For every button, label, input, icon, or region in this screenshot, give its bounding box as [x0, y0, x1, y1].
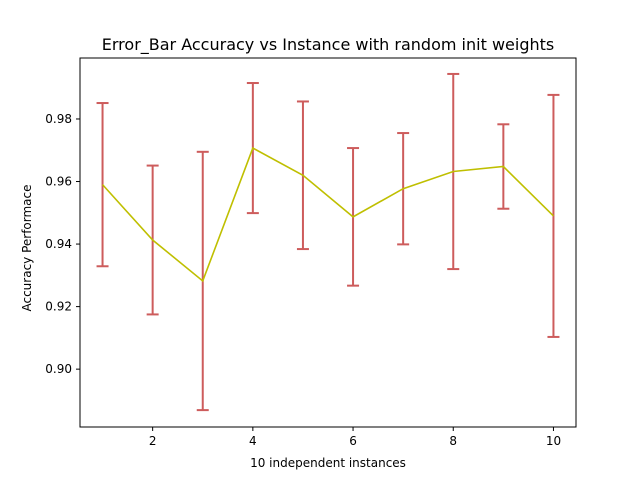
y-axis-label: Accuracy Performace [20, 184, 34, 311]
y-tick-label: 0.92 [45, 300, 72, 314]
x-tick-label: 4 [249, 434, 257, 448]
plot-area [96, 72, 560, 412]
y-tick-label: 0.98 [45, 112, 72, 126]
chart-title: Error_Bar Accuracy vs Instance with rand… [102, 35, 554, 55]
x-axis-ticks: 2 4 6 8 10 [149, 427, 561, 448]
y-tick-label: 0.96 [45, 175, 72, 189]
x-tick-label: 8 [449, 434, 457, 448]
x-tick-label: 6 [349, 434, 357, 448]
axes-frame [79, 57, 577, 428]
y-axis-ticks: 0.90 0.92 0.94 0.96 0.98 [45, 112, 80, 376]
x-tick-label: 2 [149, 434, 157, 448]
series-line [101, 146, 555, 283]
y-tick-label: 0.90 [45, 362, 72, 376]
x-tick-label: 10 [546, 434, 561, 448]
y-tick-label: 0.94 [45, 237, 72, 251]
x-axis-label: 10 independent instances [250, 456, 406, 470]
